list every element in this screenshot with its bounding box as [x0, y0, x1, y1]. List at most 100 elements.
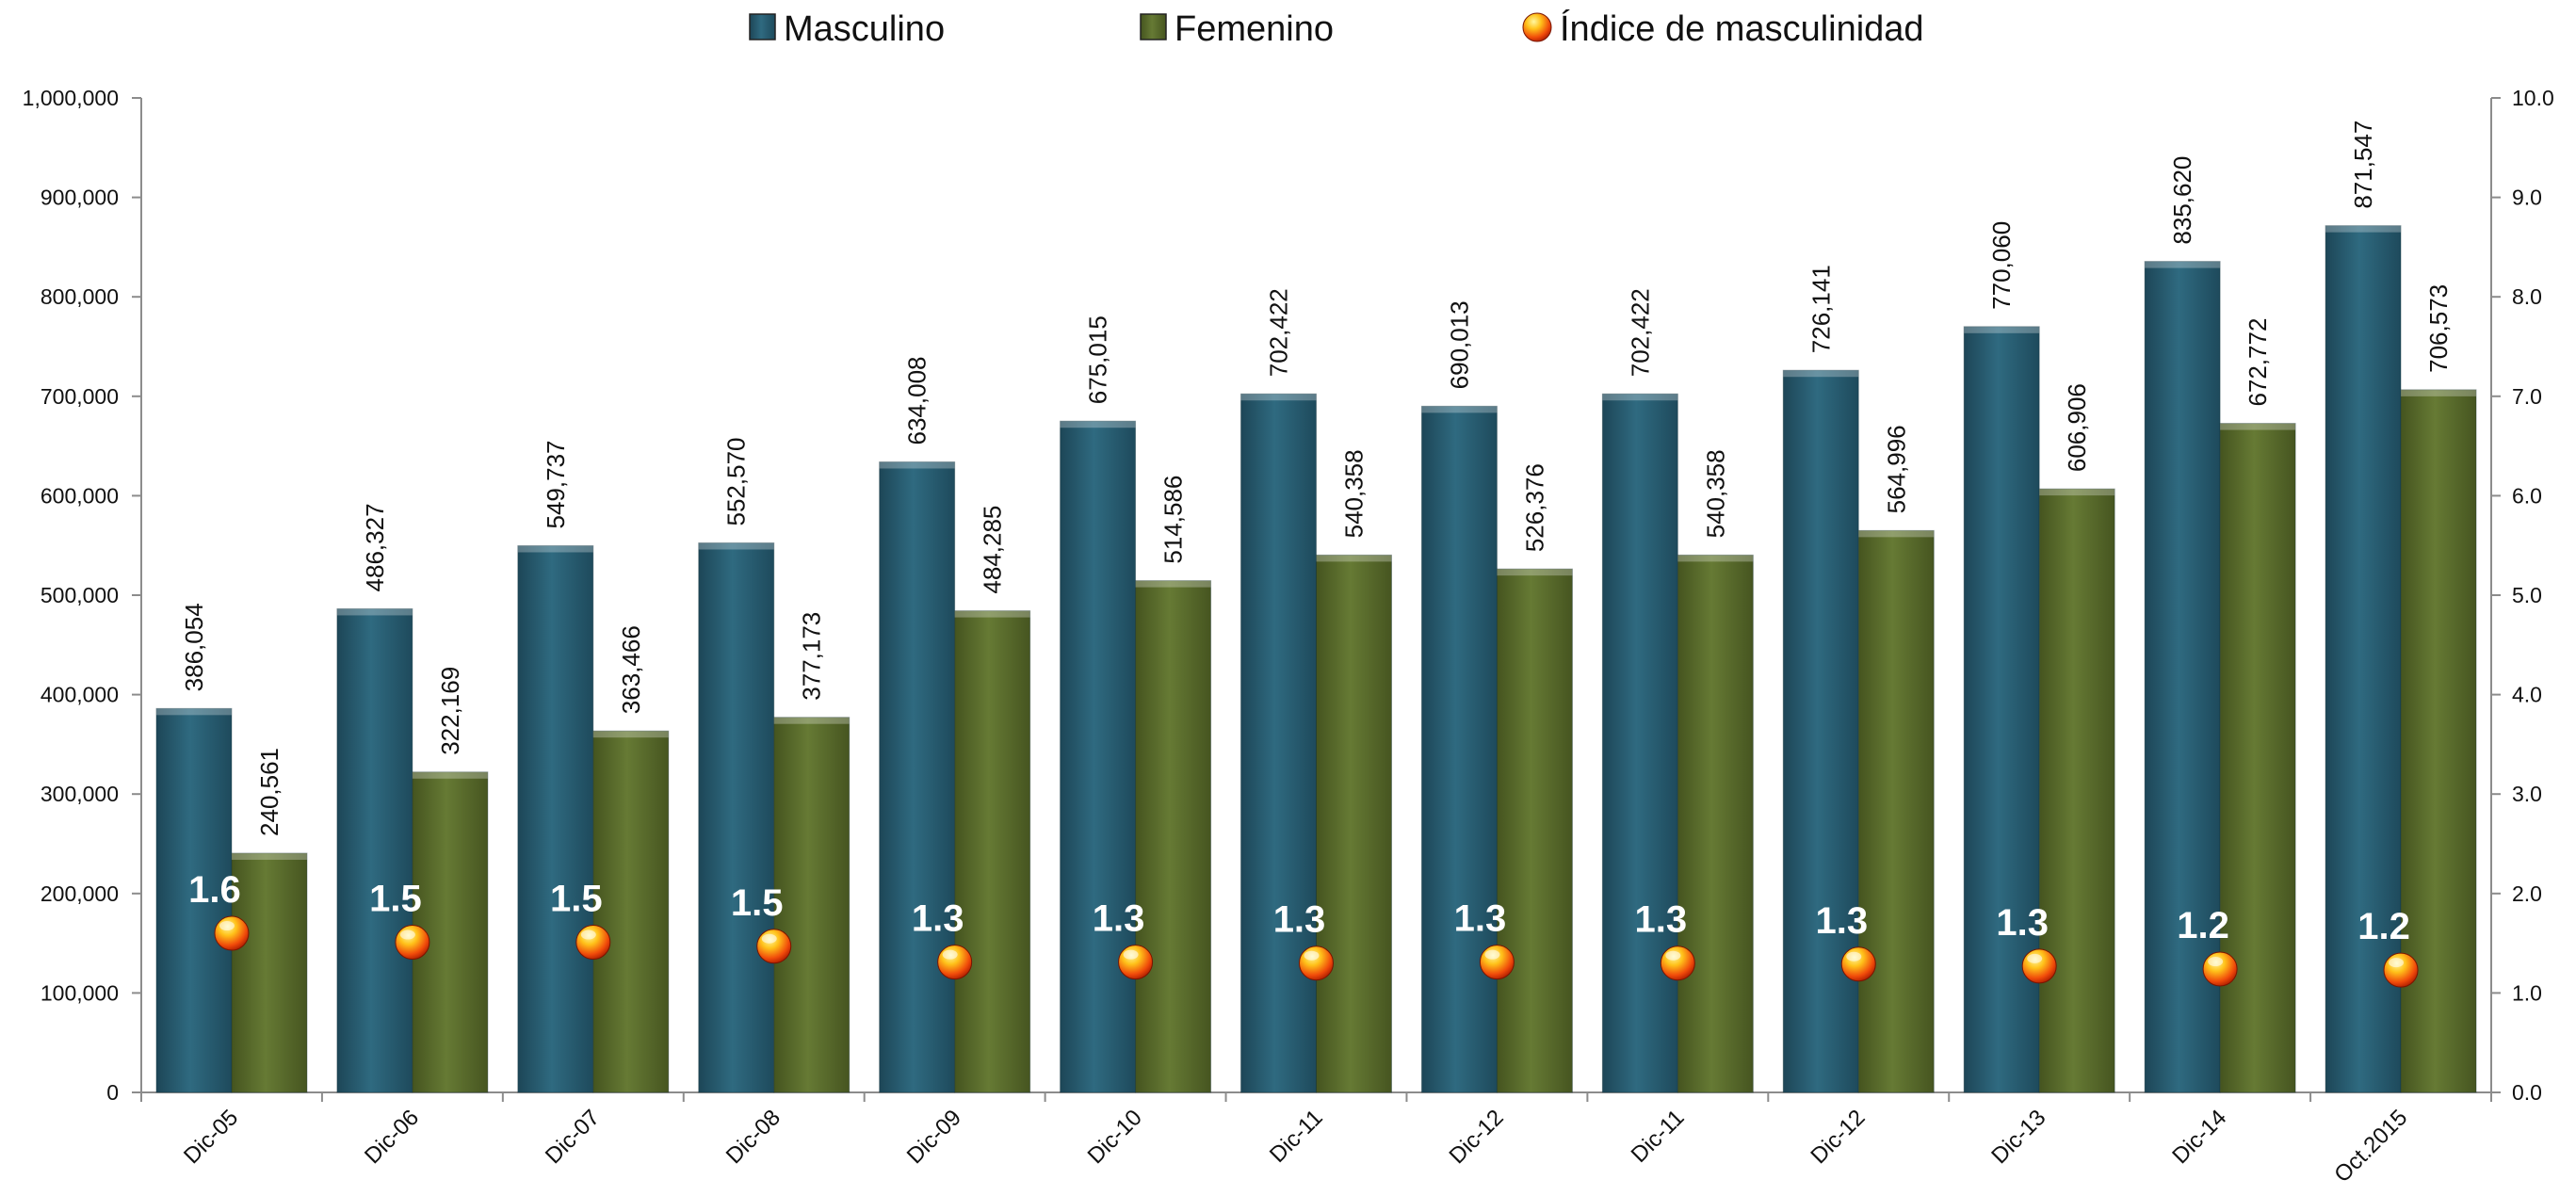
y-tick-label-right: 5.0: [2512, 583, 2542, 607]
index-marker-shine: [1665, 950, 1681, 961]
bar-femenino-group: 672,772: [2219, 318, 2296, 1093]
index-value-label: 1.5: [731, 882, 784, 924]
bar-femenino-value-label: 706,573: [2424, 284, 2453, 373]
bar-masculino-value-label: 690,013: [1445, 300, 1473, 389]
bar-masculino-group: 549,737: [517, 440, 594, 1093]
bar-femenino-top-highlight: [954, 610, 1030, 618]
bars: 386,054 240,561 486,327 322,169 549,737 363,4…: [155, 121, 2477, 1093]
bar-masculino-group: 675,015: [1060, 315, 1137, 1093]
index-marker: [1660, 945, 1695, 981]
bar-masculino-group: 486,327: [336, 503, 413, 1093]
index-value-label: 1.3: [1996, 902, 2049, 944]
bar-femenino-top-highlight: [1858, 530, 1935, 538]
bar-masculino: [698, 541, 775, 1093]
bar-masculino-value-label: 552,570: [722, 438, 751, 526]
bar-femenino: [2038, 488, 2115, 1093]
y-tick-label-left: 500,000: [41, 583, 119, 607]
index-marker: [1840, 946, 1876, 982]
bar-femenino-top-highlight: [592, 731, 669, 738]
legend-label-indice: Índice de masculinidad: [1560, 8, 1924, 49]
bar-masculino-group: 690,013: [1420, 300, 1498, 1093]
bar-femenino-top-highlight: [1316, 555, 1392, 562]
bar-femenino-top-highlight: [1135, 580, 1211, 588]
bar-femenino-value-label: 363,466: [617, 625, 645, 714]
bar-femenino-value-label: 526,376: [1520, 463, 1548, 552]
y-tick-label-left: 200,000: [41, 881, 119, 906]
index-marker-shine: [761, 933, 777, 944]
x-tick-label: Dic-11: [1265, 1105, 1328, 1168]
bar-masculino-value-label: 726,141: [1806, 265, 1835, 353]
index-marker-shine: [1304, 950, 1320, 961]
x-tick-label: Dic-10: [1083, 1105, 1147, 1169]
index-marker: [214, 915, 250, 951]
bar-masculino-value-label: 702,422: [1265, 288, 1293, 377]
bar-femenino-group: 514,586: [1135, 476, 1212, 1093]
bar-femenino: [1316, 554, 1392, 1093]
bar-femenino-value-label: 672,772: [2244, 318, 2272, 407]
bar-femenino-group: 606,906: [2038, 383, 2115, 1093]
bar-femenino-group: 564,996: [1857, 425, 1935, 1093]
y-tick-label-left: 800,000: [41, 284, 119, 309]
x-tick-label: Dic-13: [1986, 1105, 2050, 1169]
bar-masculino-group: 634,008: [879, 357, 956, 1093]
bar-masculino-value-label: 634,008: [903, 357, 932, 445]
index-marker-shine: [580, 929, 596, 940]
bar-femenino-top-highlight: [1677, 555, 1754, 562]
bar-femenino: [231, 852, 308, 1093]
bar-masculino-value-label: 486,327: [361, 503, 389, 591]
bar-masculino-value-label: 871,547: [2349, 121, 2377, 209]
bar-femenino: [1496, 568, 1573, 1093]
x-tick-label: Dic-05: [179, 1105, 243, 1169]
index-value-label: 1.3: [1454, 898, 1507, 940]
index-marker-shine: [2027, 953, 2043, 963]
bar-femenino-top-highlight: [2401, 389, 2477, 396]
legend-label-femenino: Femenino: [1175, 9, 1334, 49]
y-tick-label-right: 8.0: [2512, 284, 2542, 309]
y-tick-label-right: 4.0: [2512, 683, 2542, 707]
y-tick-label-left: 900,000: [41, 186, 119, 210]
x-tick-label: Dic-08: [721, 1105, 786, 1169]
bar-femenino: [2219, 423, 2296, 1093]
y-tick-label-right: 3.0: [2512, 782, 2542, 806]
y-tick-label-left: 0: [106, 1080, 119, 1105]
y-tick-label-left: 300,000: [41, 782, 119, 806]
bar-masculino-top-highlight: [1060, 421, 1136, 428]
bar-femenino-value-label: 564,996: [1882, 425, 1910, 513]
bar-femenino-top-highlight: [1497, 569, 1573, 576]
bar-femenino-group: 322,169: [412, 667, 489, 1093]
legend-swatch-indice: [1522, 12, 1552, 42]
index-value-label: 1.3: [1635, 899, 1688, 941]
bar-masculino: [1060, 420, 1137, 1093]
bar-femenino-top-highlight: [773, 717, 850, 724]
bar-masculino-value-label: 702,422: [1626, 288, 1654, 377]
bar-femenino: [2400, 389, 2477, 1093]
y-tick-label-left: 100,000: [41, 980, 119, 1005]
bar-femenino: [412, 771, 489, 1093]
bar-masculino: [517, 544, 594, 1093]
bar-femenino: [1135, 580, 1212, 1093]
index-value-label: 1.6: [188, 869, 241, 911]
bar-masculino-top-highlight: [1240, 394, 1317, 401]
bar-femenino-value-label: 540,358: [1340, 449, 1369, 538]
bar-masculino-group: 552,570: [698, 438, 775, 1093]
bar-masculino-top-highlight: [2145, 261, 2221, 268]
legend-swatch-masculino: [749, 13, 776, 40]
index-value-label: 1.3: [1815, 900, 1868, 942]
bar-masculino: [1240, 393, 1317, 1093]
bar-masculino-top-highlight: [155, 708, 232, 716]
bar-femenino: [592, 730, 670, 1093]
bar-masculino-value-label: 835,620: [2168, 156, 2196, 245]
index-marker: [1299, 945, 1334, 981]
index-value-label: 1.3: [1093, 898, 1145, 940]
y-tick-label-right: 10.0: [2512, 86, 2554, 110]
bar-femenino-value-label: 514,586: [1159, 476, 1188, 564]
bar-femenino-group: 540,358: [1677, 449, 1754, 1093]
bar-femenino-top-highlight: [412, 771, 488, 779]
index-marker: [2383, 952, 2419, 988]
y-tick-label-right: 2.0: [2512, 881, 2542, 906]
y-tick-label-left: 700,000: [41, 384, 119, 409]
x-tick-label: Oct.2015: [2329, 1105, 2412, 1188]
bar-femenino-group: 240,561: [231, 748, 308, 1093]
index-marker-shine: [1846, 951, 1862, 962]
bar-femenino: [1677, 554, 1754, 1093]
